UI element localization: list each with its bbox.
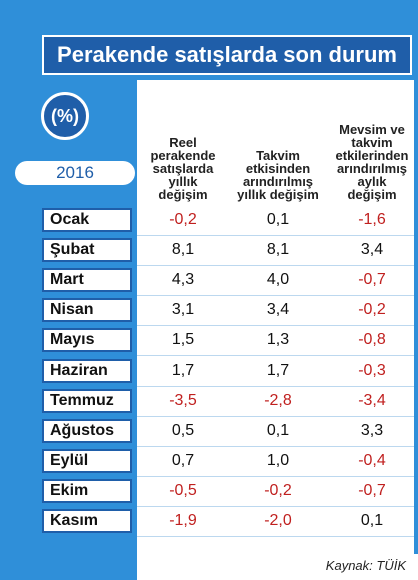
row-label: Şubat [42, 238, 132, 263]
cell: -1,9 [169, 512, 197, 529]
cell: 0,1 [266, 421, 290, 439]
title: Perakende satışlarda son durum [42, 35, 412, 75]
table-panel [137, 80, 414, 554]
row-label: Ocak [42, 208, 132, 232]
cell: -0,5 [169, 481, 197, 499]
column-header: Takvim etkisinden arındırılmış yıllık de… [237, 148, 319, 202]
cell: -0,2 [358, 301, 386, 319]
cell: -0,3 [358, 361, 386, 379]
footer-panel [137, 554, 418, 580]
column-header: Mevsim ve takvim etkilerinden arındırılm… [335, 122, 409, 202]
cell: 0,7 [171, 451, 195, 469]
cell: 1,7 [171, 361, 195, 379]
cell: 8,1 [266, 241, 290, 259]
cell: -2,8 [264, 391, 292, 409]
row-label: Haziran [42, 358, 132, 383]
cell: -0,2 [169, 211, 197, 228]
cell: 1,7 [266, 361, 290, 379]
cell: 3,4 [266, 301, 290, 319]
cell: 4,3 [171, 271, 195, 289]
cell: -3,5 [169, 391, 197, 409]
source: Kaynak: TÜİK [325, 558, 406, 573]
column-header: Reel perakende satışlarda yıllık değişim [150, 135, 216, 202]
cell: -2,0 [264, 512, 292, 529]
row-label: Eylül [42, 448, 132, 473]
cell: -0,2 [264, 481, 292, 499]
row-label: Mayıs [42, 328, 132, 353]
row-label: Mart [42, 268, 132, 293]
cell: -0,4 [358, 451, 386, 469]
row-label: Nisan [42, 298, 132, 323]
cell: -0,8 [358, 331, 386, 349]
row-separator [137, 295, 414, 297]
cell: 1,5 [171, 331, 195, 349]
row-label: Kasım [42, 509, 132, 533]
cell: 4,0 [266, 271, 290, 289]
cell: -0,7 [358, 481, 386, 499]
cell: -1,6 [358, 211, 386, 228]
row-separator [137, 385, 414, 387]
year-badge: 2016 [15, 161, 135, 185]
row-separator [137, 265, 414, 267]
row-separator [137, 475, 414, 477]
row-label: Ağustos [42, 418, 132, 443]
row-separator [137, 325, 414, 327]
cell: 3,4 [360, 241, 384, 259]
unit-badge: (%) [41, 92, 89, 140]
cell: 0,5 [171, 421, 195, 439]
cell: 0,1 [266, 211, 290, 228]
cell: 0,1 [360, 512, 384, 529]
row-separator [137, 355, 414, 357]
cell: 3,1 [171, 301, 195, 319]
cell: 1,3 [266, 331, 290, 349]
row-label: Temmuz [42, 388, 132, 413]
cell: 8,1 [171, 241, 195, 259]
cell: -0,7 [358, 271, 386, 289]
row-separator [137, 505, 414, 507]
row-separator [137, 536, 414, 537]
cell: 1,0 [266, 451, 290, 469]
cell: -3,4 [358, 391, 386, 409]
row-separator [137, 415, 414, 417]
row-label: Ekim [42, 478, 132, 503]
cell: 3,3 [360, 421, 384, 439]
row-separator [137, 235, 414, 236]
row-separator [137, 445, 414, 447]
